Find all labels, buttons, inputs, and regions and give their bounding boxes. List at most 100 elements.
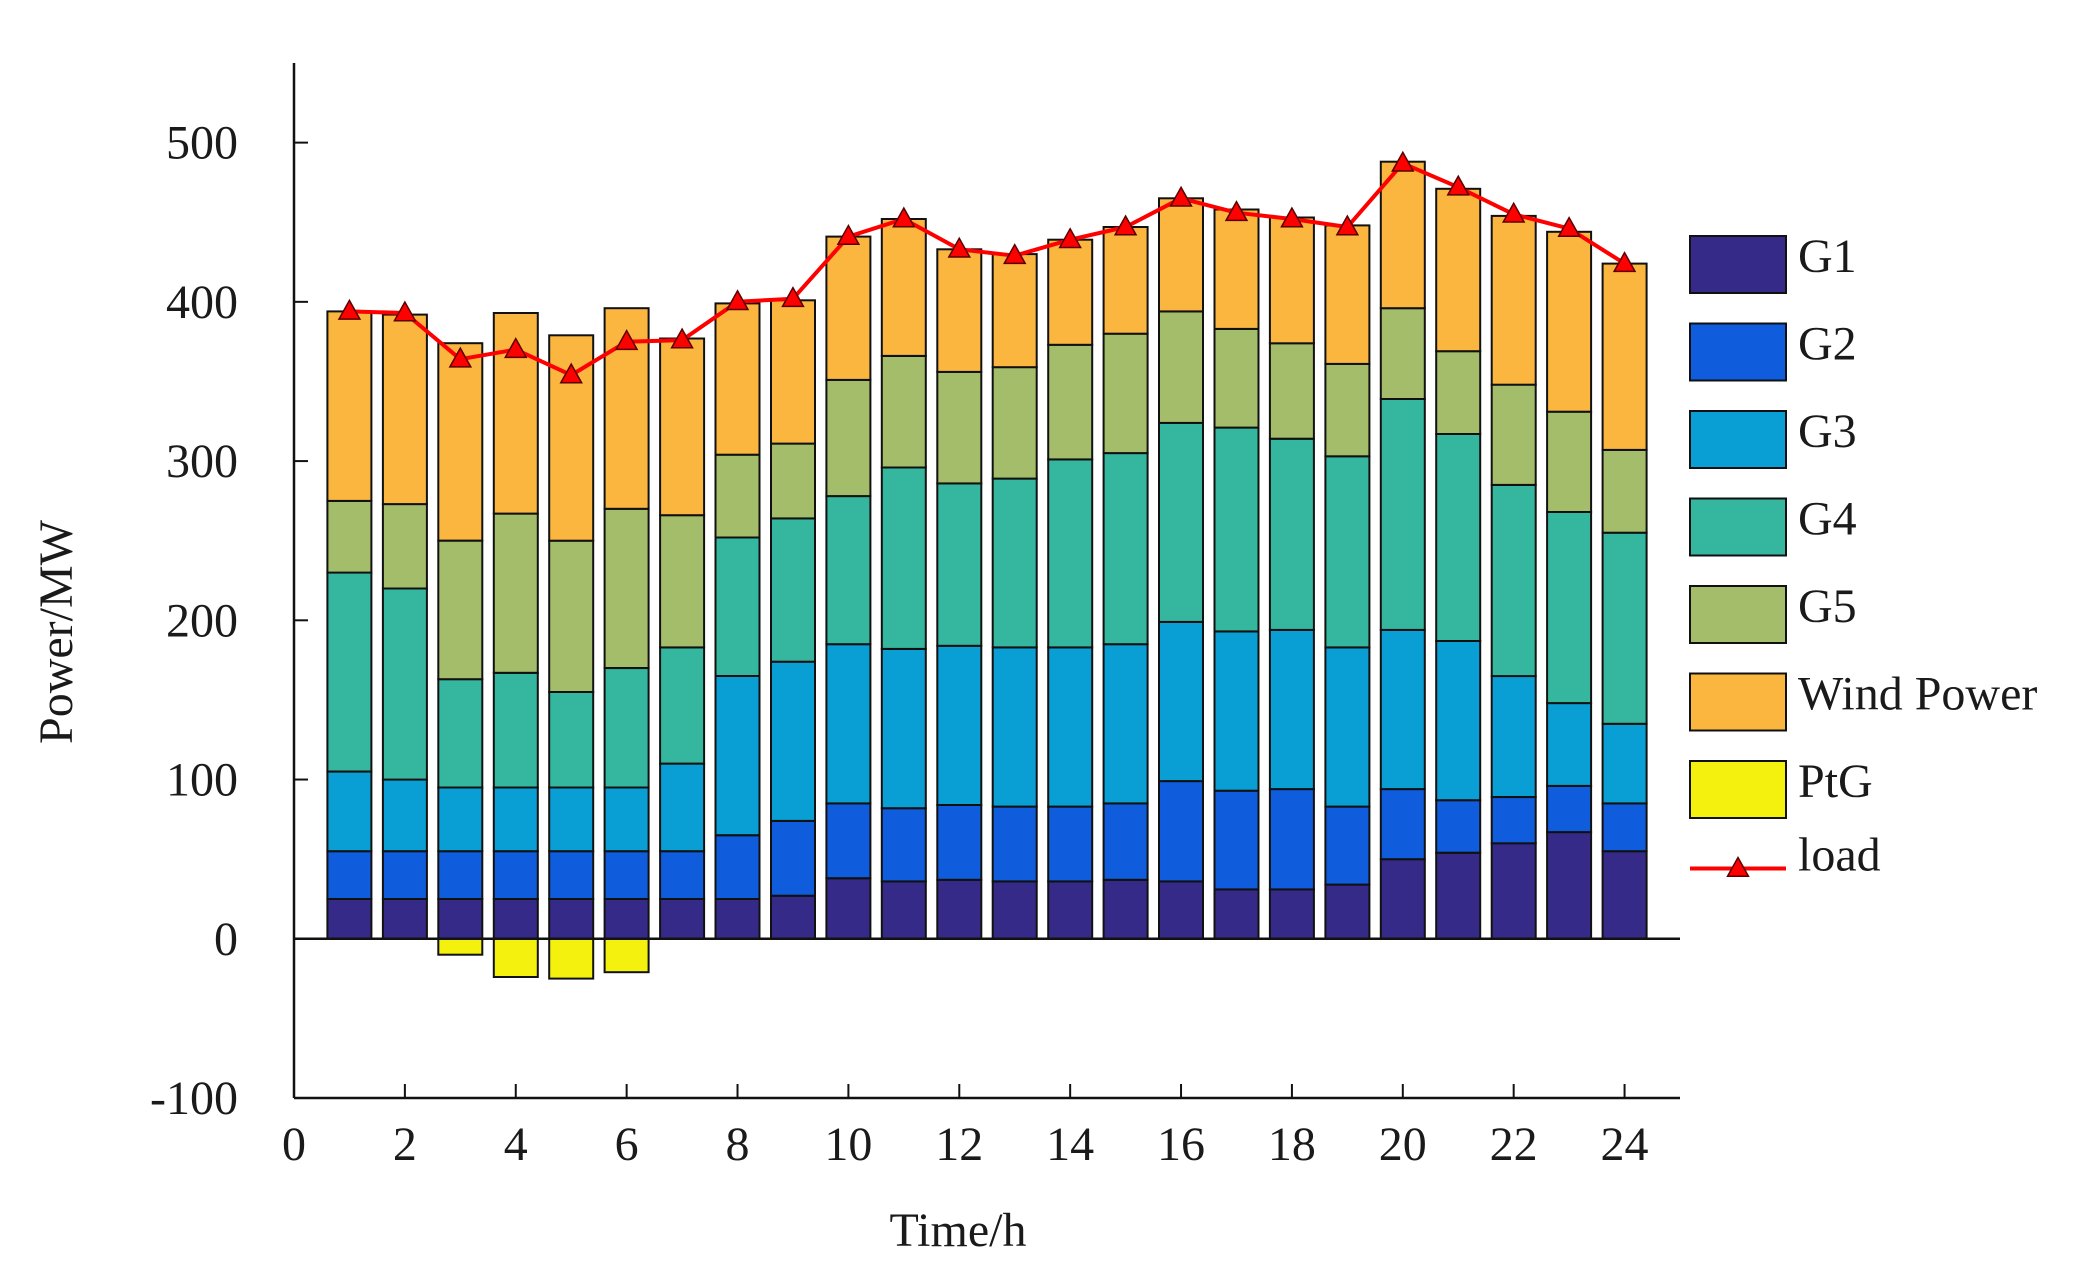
- load-point-t14: [1058, 227, 1082, 249]
- bar-g3-t23: [1546, 702, 1593, 787]
- bar-g2-t13: [991, 805, 1038, 883]
- load-point-t22: [1501, 201, 1526, 223]
- bar-g3-t20: [1379, 628, 1426, 791]
- load-point-t7: [670, 327, 694, 349]
- bar-g5-t3: [437, 539, 484, 681]
- bar-g3-t12: [936, 644, 983, 806]
- legend-label-wind-power: Wind Power: [1798, 668, 2037, 721]
- bar-g1-t10: [825, 877, 872, 940]
- bar-g1-t13: [991, 880, 1038, 940]
- bar-ptg-t5: [548, 937, 595, 980]
- bar-g2-t17: [1213, 789, 1260, 891]
- legend-label-g1: G1: [1798, 230, 1857, 283]
- bar-g4-t7: [659, 646, 706, 765]
- bar-g1-t1: [326, 898, 373, 940]
- bar-g5-t4: [492, 512, 539, 674]
- load-point-t16: [1169, 185, 1193, 207]
- y-tick-label: 0: [214, 913, 238, 966]
- bar-g2-t10: [825, 802, 872, 880]
- bars: [326, 160, 1648, 980]
- bar-wind-power-t2: [381, 313, 428, 506]
- bar-g5-t17: [1213, 327, 1260, 429]
- bar-g4-t22: [1490, 484, 1537, 678]
- x-tick-label: 24: [1601, 1118, 1649, 1171]
- bar-g4-t2: [381, 587, 428, 781]
- legend-swatch-g5: [1689, 585, 1787, 644]
- bar-g4-t1: [326, 571, 373, 773]
- load-point-t18: [1280, 206, 1304, 228]
- legend-swatch-ptg: [1689, 760, 1787, 819]
- bar-g3-t18: [1268, 628, 1315, 791]
- bar-g4-t20: [1379, 398, 1426, 631]
- bar-g2-t11: [880, 807, 927, 883]
- bar-wind-power-t24: [1601, 262, 1648, 451]
- bar-g4-t11: [880, 466, 927, 650]
- bar-g2-t9: [770, 819, 816, 897]
- bar-g5-t6: [603, 507, 650, 669]
- bar-g1-t19: [1324, 883, 1371, 940]
- bar-g3-t19: [1324, 646, 1371, 808]
- load-point-t8: [725, 289, 750, 311]
- bar-g2-t16: [1158, 780, 1204, 883]
- bar-g2-t24: [1601, 802, 1648, 853]
- bar-wind-power-t1: [326, 310, 373, 502]
- bar-g3-t11: [880, 648, 927, 810]
- load-line-path: [349, 161, 1626, 378]
- y-axis-label: Power/MW: [30, 519, 83, 744]
- bar-g2-t20: [1379, 788, 1426, 861]
- bar-g4-t18: [1268, 437, 1315, 631]
- bar-g2-t3: [437, 850, 484, 901]
- bar-g1-t21: [1435, 851, 1482, 940]
- bar-g5-t15: [1102, 332, 1149, 455]
- x-tick-label: 18: [1268, 1118, 1316, 1171]
- load-point-t21: [1446, 174, 1470, 196]
- load-point-t12: [947, 236, 972, 258]
- bar-g1-t17: [1213, 888, 1260, 940]
- bar-g5-t20: [1379, 307, 1426, 401]
- bar-g5-t18: [1268, 342, 1315, 440]
- x-tick-label: 10: [824, 1118, 872, 1171]
- load-point-t5: [559, 362, 583, 384]
- y-tick-label: 400: [166, 276, 238, 329]
- load-point-t13: [1002, 243, 1027, 265]
- bar-ptg-t4: [492, 937, 539, 978]
- x-tick-label: 12: [935, 1118, 983, 1171]
- bar-g3-t8: [714, 675, 761, 837]
- bar-g3-t14: [1047, 646, 1094, 808]
- bar-g4-t19: [1324, 455, 1371, 649]
- load-point-t1: [337, 298, 362, 320]
- bar-g1-t5: [548, 898, 595, 940]
- bar-g5-t13: [991, 366, 1038, 480]
- bar-ptg-t3: [437, 937, 484, 956]
- bar-wind-power-t18: [1268, 216, 1315, 345]
- bar-wind-power-t12: [936, 248, 983, 373]
- bar-wind-power-t13: [991, 253, 1038, 369]
- bar-wind-power-t8: [714, 302, 761, 456]
- x-axis-label: Time/h: [890, 1204, 1027, 1257]
- bar-g1-t7: [659, 898, 706, 940]
- bar-g4-t24: [1601, 531, 1648, 725]
- bar-wind-power-t9: [770, 299, 816, 445]
- bar-g5-t10: [825, 378, 872, 498]
- bar-wind-power-t16: [1158, 197, 1204, 313]
- bar-g3-t2: [381, 778, 428, 853]
- bar-wind-power-t21: [1435, 187, 1482, 353]
- x-tick-label: 20: [1379, 1118, 1427, 1171]
- bar-g4-t17: [1213, 426, 1260, 633]
- load-point-t4: [504, 337, 528, 359]
- bar-g1-t22: [1490, 842, 1537, 940]
- legend-label-ptg: PtG: [1798, 755, 1873, 808]
- bar-wind-power-t14: [1047, 238, 1094, 346]
- y-tick-label: 500: [166, 117, 238, 170]
- load-point-t6: [614, 329, 639, 351]
- bar-g1-t12: [936, 878, 983, 940]
- bar-g1-t24: [1601, 850, 1648, 940]
- bar-g4-t15: [1102, 452, 1149, 646]
- load-point-t9: [781, 286, 805, 308]
- bar-g5-t19: [1324, 362, 1371, 458]
- y-tick-label: 300: [166, 435, 238, 488]
- bar-g1-t8: [714, 898, 761, 940]
- bar-g1-t9: [770, 894, 816, 940]
- x-tick-label: 16: [1157, 1118, 1205, 1171]
